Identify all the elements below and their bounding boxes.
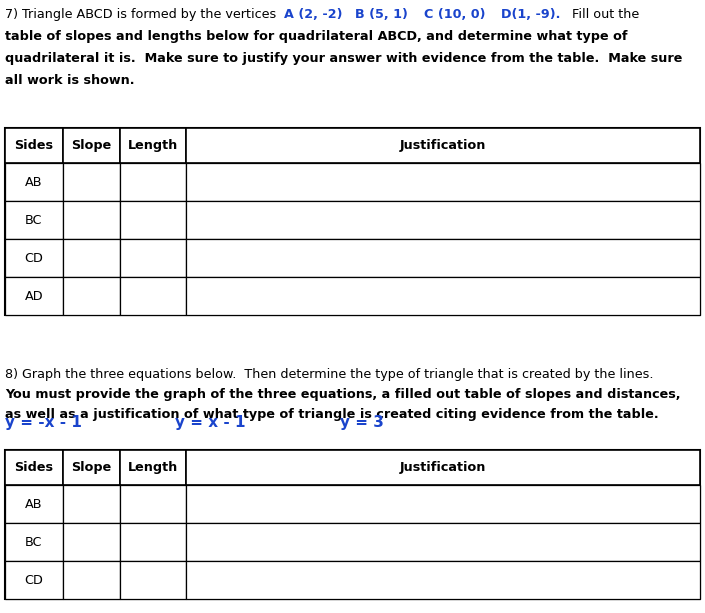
Text: A (2, -2): A (2, -2) <box>284 8 343 21</box>
Bar <box>121 201 186 239</box>
Bar <box>63 128 121 163</box>
Bar <box>5 523 63 561</box>
Text: as well as a justification of what type of triangle is created citing evidence f: as well as a justification of what type … <box>5 408 658 421</box>
Text: AB: AB <box>25 498 42 511</box>
Bar <box>5 561 63 599</box>
Bar <box>121 163 186 201</box>
Bar <box>63 485 121 523</box>
Bar <box>5 128 63 163</box>
Text: 7) Triangle ABCD is formed by the vertices: 7) Triangle ABCD is formed by the vertic… <box>5 8 284 21</box>
Bar <box>121 239 186 277</box>
Bar <box>186 163 700 201</box>
Text: C (10, 0): C (10, 0) <box>424 8 485 21</box>
Bar <box>186 450 700 485</box>
Text: Length: Length <box>128 461 178 474</box>
Text: table of slopes and lengths below for quadrilateral ABCD, and determine what typ: table of slopes and lengths below for qu… <box>5 30 627 43</box>
Text: y = -x - 1: y = -x - 1 <box>5 415 82 430</box>
Bar <box>5 485 63 523</box>
Bar <box>5 239 63 277</box>
Bar <box>5 450 700 599</box>
Text: Sides: Sides <box>14 139 54 152</box>
Text: D(1, -9).: D(1, -9). <box>501 8 560 21</box>
Bar <box>186 128 700 163</box>
Bar <box>63 450 121 485</box>
Text: Slope: Slope <box>71 139 111 152</box>
Bar <box>63 239 121 277</box>
Text: CD: CD <box>25 251 43 264</box>
Bar <box>186 201 700 239</box>
Text: BC: BC <box>25 536 42 549</box>
Bar <box>63 201 121 239</box>
Text: AB: AB <box>25 175 42 189</box>
Text: y = 3: y = 3 <box>340 415 384 430</box>
Bar <box>5 128 700 315</box>
Bar <box>121 485 186 523</box>
Text: Justification: Justification <box>400 139 486 152</box>
Text: Justification: Justification <box>400 461 486 474</box>
Bar <box>186 523 700 561</box>
Bar <box>121 277 186 315</box>
Bar <box>5 201 63 239</box>
Text: all work is shown.: all work is shown. <box>5 74 135 87</box>
Bar <box>186 277 700 315</box>
Bar <box>63 163 121 201</box>
Bar <box>186 239 700 277</box>
Bar <box>5 277 63 315</box>
Bar <box>5 163 63 201</box>
Bar <box>121 561 186 599</box>
Bar <box>5 450 63 485</box>
Bar <box>121 128 186 163</box>
Bar <box>186 485 700 523</box>
Bar <box>121 523 186 561</box>
Bar <box>121 450 186 485</box>
Text: Fill out the: Fill out the <box>560 8 639 21</box>
Text: Sides: Sides <box>14 461 54 474</box>
Bar <box>186 561 700 599</box>
Text: Slope: Slope <box>71 461 111 474</box>
Text: y = x - 1: y = x - 1 <box>175 415 245 430</box>
Text: You must provide the graph of the three equations, a filled out table of slopes : You must provide the graph of the three … <box>5 388 680 401</box>
Bar <box>63 561 121 599</box>
Bar <box>63 277 121 315</box>
Text: BC: BC <box>25 213 42 226</box>
Text: CD: CD <box>25 574 43 587</box>
Bar <box>63 523 121 561</box>
Text: 8) Graph the three equations below.  Then determine the type of triangle that is: 8) Graph the three equations below. Then… <box>5 368 654 381</box>
Text: B (5, 1): B (5, 1) <box>355 8 407 21</box>
Text: quadrilateral it is.  Make sure to justify your answer with evidence from the ta: quadrilateral it is. Make sure to justif… <box>5 52 682 65</box>
Text: AD: AD <box>25 289 43 302</box>
Text: Length: Length <box>128 139 178 152</box>
